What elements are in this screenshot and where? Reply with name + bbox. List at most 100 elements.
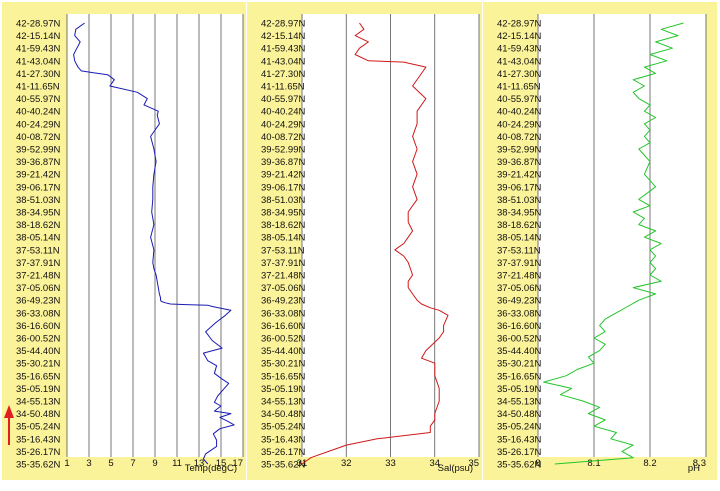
- sal-latitude-label: 38-05.14N: [261, 233, 306, 244]
- sal-latitude-label: 41-59.43N: [261, 44, 306, 55]
- sal-latitude-label: 38-34.95N: [261, 208, 306, 219]
- sal-latitude-label: 41-43.04N: [261, 56, 306, 67]
- ph-latitude-label: 40-40.24N: [497, 107, 542, 118]
- sal-panel: 31 32 33 34 35Sal(psu)42-28.97N42-15.14N41-5…: [247, 2, 482, 480]
- temp-latitude-label: 35-16.65N: [16, 371, 61, 382]
- sal-latitude-label: 37-53.11N: [261, 245, 305, 256]
- temp-latitude-label: 35-35.62N: [16, 460, 61, 471]
- temp-latitude-label: 42-15.14N: [16, 31, 61, 42]
- temp-latitude-label: 42-28.97N: [16, 19, 61, 30]
- sal-latitude-label: 39-52.99N: [261, 145, 306, 156]
- temp-latitude-label: 35-16.43N: [16, 434, 61, 445]
- sal-latitude-label: 40-55.97N: [261, 94, 306, 105]
- ph-latitude-label: 40-55.97N: [497, 94, 542, 105]
- sal-latitude-label: 39-36.87N: [261, 157, 306, 168]
- ph-latitude-label: 37-37.91N: [497, 258, 542, 269]
- ph-latitude-label: 39-36.87N: [497, 157, 542, 168]
- ph-panel: 8 8.1 8.2 8.3pH42-28.97N42-15.14N41-59.43N4…: [483, 2, 717, 480]
- ph-latitude-label: 41-59.43N: [497, 44, 542, 55]
- temp-x-tick-label: 11: [172, 458, 182, 469]
- temp-latitude-label: 35-26.17N: [16, 447, 61, 458]
- sal-latitude-label: 41-11.65N: [261, 82, 305, 93]
- sal-latitude-label: 36-16.60N: [261, 321, 306, 332]
- temp-latitude-label: 36-33.08N: [16, 308, 61, 319]
- temp-latitude-label: 36-16.60N: [16, 321, 61, 332]
- ph-latitude-label: 35-16.65N: [497, 371, 542, 382]
- sal-latitude-label: 36-33.08N: [261, 308, 306, 319]
- ph-x-tick-label: 8.2: [643, 458, 656, 469]
- ph-latitude-label: 37-21.48N: [497, 271, 542, 282]
- ph-latitude-label: 38-51.03N: [497, 195, 542, 206]
- ph-x-tick-label: 8.3: [693, 458, 706, 469]
- ph-latitude-label: 36-00.52N: [497, 334, 542, 345]
- temp-latitude-label: 35-05.24N: [16, 422, 61, 433]
- temp-latitude-label: 41-27.30N: [16, 69, 61, 80]
- sal-x-axis-label: Sal(psu): [438, 463, 473, 474]
- ph-latitude-label: 37-05.06N: [497, 283, 542, 294]
- ph-latitude-label: 34-50.48N: [497, 409, 542, 420]
- sal-latitude-label: 37-37.91N: [261, 258, 306, 269]
- sal-latitude-label: 38-18.62N: [261, 220, 306, 231]
- ph-latitude-label: 37-53.11N: [497, 245, 541, 256]
- temp-latitude-label: 39-36.87N: [16, 157, 61, 168]
- sal-latitude-label: 42-15.14N: [261, 31, 306, 42]
- temp-profile-line: [73, 22, 235, 465]
- temp-latitude-label: 38-05.14N: [16, 233, 61, 244]
- sal-x-tick-label: 33: [385, 458, 396, 469]
- sal-x-tick-label: 34: [429, 458, 440, 469]
- ph-latitude-label: 38-34.95N: [497, 208, 542, 219]
- temp-latitude-label: 39-21.42N: [16, 170, 61, 181]
- ph-latitude-label: 36-49.23N: [497, 296, 542, 307]
- sal-x-tick-label: 32: [341, 458, 352, 469]
- ph-x-tick-label: 8.1: [587, 458, 600, 469]
- temp-latitude-label: 35-44.40N: [16, 346, 61, 357]
- sal-latitude-label: 34-50.48N: [261, 409, 306, 420]
- temp-x-tick-label: 7: [130, 458, 135, 469]
- ph-latitude-label: 36-16.60N: [497, 321, 542, 332]
- ph-plot-area: [538, 14, 706, 457]
- temp-latitude-label: 34-55.13N: [16, 397, 61, 408]
- ph-latitude-label: 36-33.08N: [497, 308, 542, 319]
- ph-profile-line: [543, 22, 684, 465]
- ph-latitude-label: 38-18.62N: [497, 220, 542, 231]
- sal-latitude-label: 35-44.40N: [261, 346, 306, 357]
- temp-latitude-label: 37-53.11N: [16, 245, 60, 256]
- temp-latitude-label: 36-49.23N: [16, 296, 61, 307]
- temp-latitude-label: 38-18.62N: [16, 220, 61, 231]
- temp-x-tick-label: 13: [194, 458, 205, 469]
- temp-latitude-label: 41-43.04N: [16, 56, 61, 67]
- temp-latitude-label: 35-30.21N: [16, 359, 61, 370]
- temp-panel: 1 3 5 7 9 11 13 15 17Temp(degC)42-28.97N42-15.14…: [2, 2, 246, 480]
- temp-x-tick-label: 9: [152, 458, 157, 469]
- temp-latitude-label: 40-24.29N: [16, 119, 61, 130]
- sal-latitude-label: 35-30.21N: [261, 359, 306, 370]
- sal-latitude-label: 35-05.19N: [261, 384, 306, 395]
- ph-latitude-label: 35-16.43N: [497, 434, 542, 445]
- temp-x-tick-label: 3: [86, 458, 91, 469]
- sal-latitude-label: 39-21.42N: [261, 170, 306, 181]
- temp-latitude-label: 39-06.17N: [16, 182, 61, 193]
- sal-latitude-label: 35-16.65N: [261, 371, 306, 382]
- sal-latitude-label: 34-55.13N: [261, 397, 306, 408]
- sal-latitude-label: 39-06.17N: [261, 182, 306, 193]
- ph-latitude-label: 40-08.72N: [497, 132, 542, 143]
- ph-latitude-label: 35-26.17N: [497, 447, 542, 458]
- ph-latitude-label: 34-55.13N: [497, 397, 542, 408]
- ph-latitude-label: 41-27.30N: [497, 69, 542, 80]
- up-arrow-icon: [4, 405, 14, 445]
- ph-latitude-label: 39-21.42N: [497, 170, 542, 181]
- ph-latitude-label: 35-44.40N: [497, 346, 542, 357]
- temp-latitude-label: 39-52.99N: [16, 145, 61, 156]
- ph-latitude-label: 40-24.29N: [497, 119, 542, 130]
- temp-x-tick-label: 17: [232, 458, 243, 469]
- sal-latitude-label: 36-49.23N: [261, 296, 306, 307]
- sal-latitude-label: 35-05.24N: [261, 422, 306, 433]
- temp-latitude-label: 37-21.48N: [16, 271, 61, 282]
- ph-latitude-label: 41-43.04N: [497, 56, 542, 67]
- sal-latitude-label: 40-08.72N: [261, 132, 306, 143]
- sal-latitude-label: 40-24.29N: [261, 119, 306, 130]
- ph-x-tick-label: 8: [535, 458, 540, 469]
- sal-latitude-label: 37-21.48N: [261, 271, 306, 282]
- temp-latitude-label: 40-08.72N: [16, 132, 61, 143]
